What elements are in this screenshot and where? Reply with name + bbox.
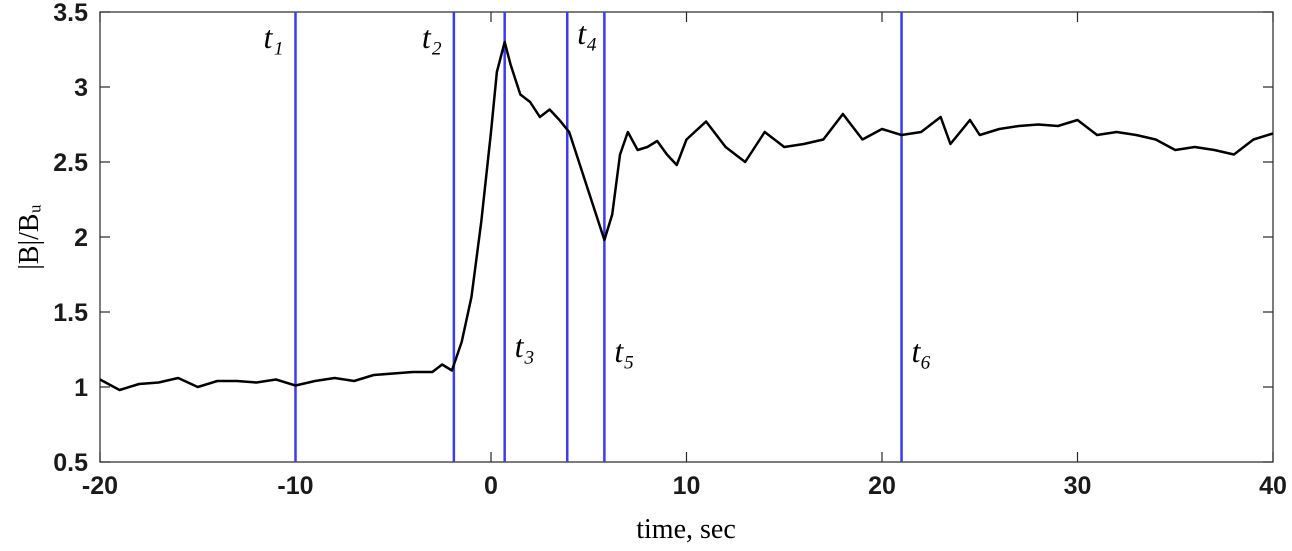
marker-label: t₁ xyxy=(263,19,283,55)
marker-label: t₅ xyxy=(614,333,634,369)
plot-frame xyxy=(99,11,1274,463)
x-tick-label: 30 xyxy=(1064,472,1092,500)
y-tick-label: 1 xyxy=(74,374,88,402)
x-axis-label: time, sec xyxy=(636,514,736,545)
y-tick-label: 1.5 xyxy=(53,299,88,327)
y-tick-label: 0.5 xyxy=(53,449,88,477)
x-tick-label: 40 xyxy=(1259,472,1287,500)
y-tick-label: 2 xyxy=(74,224,88,252)
y-axis-label: |B|/Bᵤ xyxy=(14,204,45,270)
marker-label: t₆ xyxy=(912,333,932,369)
x-tick-label: -10 xyxy=(277,472,313,500)
x-tick-label: 10 xyxy=(673,472,701,500)
marker-label: t₄ xyxy=(577,15,597,51)
x-tick-label: -20 xyxy=(82,472,118,500)
marker-label: t₃ xyxy=(515,328,535,364)
marker-label: t₂ xyxy=(422,19,442,55)
y-tick-label: 2.5 xyxy=(53,149,88,177)
x-tick-label: 0 xyxy=(484,472,498,500)
y-tick-label: 3 xyxy=(74,74,88,102)
data-line xyxy=(99,40,1274,392)
x-tick-label: 20 xyxy=(868,472,896,500)
y-tick-label: 3.5 xyxy=(53,0,88,27)
